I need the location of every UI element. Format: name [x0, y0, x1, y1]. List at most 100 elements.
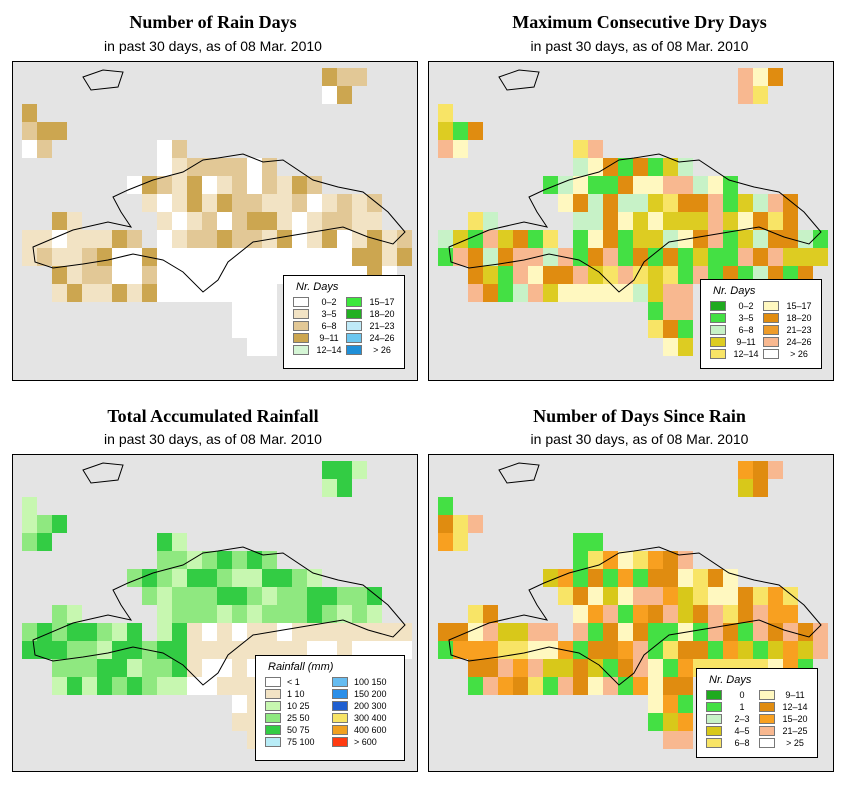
map-cell: [678, 731, 693, 749]
panel-title: Maximum Consecutive Dry Days: [512, 12, 767, 32]
legend-swatch: [763, 325, 779, 335]
map-cell: [573, 212, 588, 230]
map-cell: [738, 461, 753, 479]
map-cell: [172, 140, 187, 158]
map-cell: [262, 605, 277, 623]
legend-label: 150 200: [354, 689, 387, 699]
legend-swatch: [332, 701, 348, 711]
map-cell: [202, 641, 217, 659]
legend-label: 1: [739, 702, 745, 712]
map-cell: [202, 587, 217, 605]
map-cell: [768, 461, 783, 479]
map-cell: [618, 605, 633, 623]
map-cell: [172, 248, 187, 266]
map-cell: [142, 659, 157, 677]
map-cell: [352, 194, 367, 212]
legend-swatch: [763, 349, 779, 359]
map-cell: [187, 194, 202, 212]
map-cell: [307, 212, 322, 230]
map-cell: [22, 140, 37, 158]
map-cell: [202, 677, 217, 695]
legend-item: 0–2: [710, 300, 760, 312]
map-cell: [603, 623, 618, 641]
map-cell: [588, 587, 603, 605]
map-cell: [322, 212, 337, 230]
map-cell: [172, 659, 187, 677]
map-cell: [753, 212, 768, 230]
map-cell: [187, 158, 202, 176]
legend-swatch: [346, 333, 362, 343]
map-cell: [217, 158, 232, 176]
map-cell: [232, 194, 247, 212]
map-cell: [753, 587, 768, 605]
legend-label: 0–2: [738, 301, 754, 311]
map-cell: [172, 266, 187, 284]
map-cell: [37, 515, 52, 533]
map-cell: [453, 641, 468, 659]
legend-item: 21–25: [759, 725, 809, 737]
legend-swatch: [265, 713, 281, 723]
legend-item: 6–8: [293, 320, 343, 332]
map-cell: [513, 677, 528, 695]
map-cell: [262, 176, 277, 194]
map-cell: [573, 176, 588, 194]
legend-item: 15–17: [346, 296, 396, 308]
map-cell: [603, 212, 618, 230]
map-cell: [157, 212, 172, 230]
map-cell: [588, 176, 603, 194]
map-cell: [438, 104, 453, 122]
map-cell: [157, 230, 172, 248]
map-cell: [468, 212, 483, 230]
map-cell: [262, 284, 277, 302]
map-cell: [157, 140, 172, 158]
map-cell: [483, 677, 498, 695]
map-cell: [67, 659, 82, 677]
legend-label: 50 75: [287, 725, 310, 735]
map-cell: [528, 266, 543, 284]
legend-label: 9–11: [736, 337, 756, 347]
map-cell: [292, 194, 307, 212]
map-cell: [813, 230, 828, 248]
map-cell: [172, 533, 187, 551]
map-cell: [543, 248, 558, 266]
legend-item: 9–11: [710, 336, 760, 348]
map-cell: [783, 605, 798, 623]
legend-item: > 26: [763, 348, 813, 360]
map-cell: [157, 158, 172, 176]
map-cell: [187, 605, 202, 623]
map-cell: [112, 677, 127, 695]
map-cell: [187, 266, 202, 284]
map-cell: [468, 659, 483, 677]
map-cell: [307, 176, 322, 194]
map-cell: [753, 230, 768, 248]
map-cell: [633, 266, 648, 284]
map-cell: [723, 623, 738, 641]
legend-label: 21–23: [786, 325, 812, 335]
map-cell: [112, 623, 127, 641]
map-cell: [37, 122, 52, 140]
map-cell: [633, 194, 648, 212]
map-cell: [307, 194, 322, 212]
map-cell: [142, 677, 157, 695]
legend-item: < 1: [265, 676, 331, 688]
legend-item: 21–23: [763, 324, 813, 336]
legend-label: 10 25: [287, 701, 310, 711]
map-cell: [513, 623, 528, 641]
map-cell: [573, 194, 588, 212]
map-cell: [438, 533, 453, 551]
map-cell: [708, 194, 723, 212]
legend-label: > 26: [373, 345, 391, 355]
map-cell: [708, 641, 723, 659]
map-cell: [187, 587, 202, 605]
map-cell: [367, 641, 382, 659]
map-cell: [603, 194, 618, 212]
map-cell: [738, 194, 753, 212]
map-cell: [498, 230, 513, 248]
legend-swatch: [293, 321, 309, 331]
map-cell: [262, 569, 277, 587]
map-cell: [337, 230, 352, 248]
map-cell: [292, 212, 307, 230]
map-cell: [573, 533, 588, 551]
panel-subtitle: in past 30 days, as of 08 Mar. 2010: [104, 38, 322, 54]
map-cell: [37, 230, 52, 248]
